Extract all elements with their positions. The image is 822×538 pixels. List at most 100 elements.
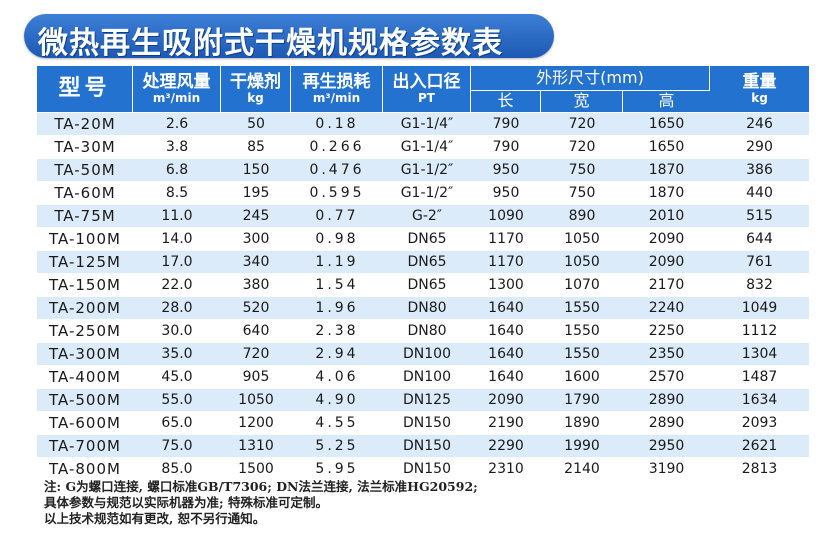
cell-regen: 5.25 xyxy=(291,435,383,458)
cell-length: 790 xyxy=(471,136,541,159)
table-row: TA-30M 3.8 85 0.266 G1-1/4″ 790 720 1650 290 xyxy=(37,136,810,159)
header-width: 宽 xyxy=(541,91,623,113)
cell-port: G1-1/4″ xyxy=(383,113,471,136)
cell-model: TA-100M xyxy=(37,228,133,251)
cell-length: 950 xyxy=(471,159,541,182)
table-row: TA-60M 8.5 195 0.595 G1-1/2″ 950 750 1870 440 xyxy=(37,182,810,205)
cell-weight: 290 xyxy=(710,136,810,159)
cell-flow: 30.0 xyxy=(133,320,221,343)
cell-desiccant: 1200 xyxy=(221,412,291,435)
cell-flow: 22.0 xyxy=(133,274,221,297)
cell-height: 2570 xyxy=(623,366,711,389)
cell-height: 2240 xyxy=(623,297,711,320)
cell-port: DN150 xyxy=(383,458,471,481)
cell-weight: 386 xyxy=(710,159,810,182)
cell-height: 2890 xyxy=(623,389,711,412)
cell-desiccant: 245 xyxy=(221,205,291,228)
cell-model: TA-50M xyxy=(37,159,133,182)
cell-regen: 0.98 xyxy=(291,228,383,251)
cell-flow: 17.0 xyxy=(133,251,221,274)
header-port: 出入口径 PT xyxy=(383,66,471,113)
cell-length: 1170 xyxy=(471,251,541,274)
cell-width: 1550 xyxy=(541,343,623,366)
cell-flow: 3.8 xyxy=(133,136,221,159)
cell-regen: 0.18 xyxy=(291,113,383,136)
cell-weight: 1304 xyxy=(710,343,810,366)
cell-flow: 65.0 xyxy=(133,412,221,435)
cell-desiccant: 50 xyxy=(221,113,291,136)
cell-desiccant: 300 xyxy=(221,228,291,251)
cell-height: 1870 xyxy=(623,159,711,182)
note-line: 注: G为螺口连接, 螺口标准GB/T7306; DN法兰连接, 法兰标准HG2… xyxy=(44,479,478,494)
cell-model: TA-400M xyxy=(37,366,133,389)
table-body: TA-20M 2.6 50 0.18 G1-1/4″ 790 720 1650 246 TA-30… xyxy=(37,113,810,481)
cell-weight: 2813 xyxy=(710,458,810,481)
header-model: 型号 xyxy=(37,66,133,113)
cell-model: TA-20M xyxy=(37,113,133,136)
header-weight: 重量 kg xyxy=(710,66,810,113)
cell-port: DN100 xyxy=(383,366,471,389)
cell-weight: 2093 xyxy=(710,412,810,435)
cell-flow: 6.8 xyxy=(133,159,221,182)
cell-regen: 4.90 xyxy=(291,389,383,412)
cell-desiccant: 85 xyxy=(221,136,291,159)
cell-port: DN65 xyxy=(383,251,471,274)
cell-width: 750 xyxy=(541,159,623,182)
table-row: TA-20M 2.6 50 0.18 G1-1/4″ 790 720 1650 246 xyxy=(37,113,810,136)
cell-height: 2350 xyxy=(623,343,711,366)
header-length: 长 xyxy=(471,91,541,113)
cell-flow: 11.0 xyxy=(133,205,221,228)
cell-port: G1-1/2″ xyxy=(383,159,471,182)
cell-length: 1300 xyxy=(471,274,541,297)
cell-regen: 5.95 xyxy=(291,458,383,481)
cell-port: DN125 xyxy=(383,389,471,412)
cell-port: DN150 xyxy=(383,435,471,458)
cell-port: G1-1/2″ xyxy=(383,182,471,205)
table-row: TA-100M 14.0 300 0.98 DN65 1170 1050 2090 644 xyxy=(37,228,810,251)
cell-width: 750 xyxy=(541,182,623,205)
cell-length: 1640 xyxy=(471,297,541,320)
header-weight-label: 重量 xyxy=(742,71,777,92)
header-weight-unit: kg xyxy=(751,90,768,105)
cell-weight: 1487 xyxy=(710,366,810,389)
cell-model: TA-125M xyxy=(37,251,133,274)
cell-width: 720 xyxy=(541,113,623,136)
cell-desiccant: 640 xyxy=(221,320,291,343)
cell-regen: 0.595 xyxy=(291,182,383,205)
note-line: 具体参数与规范以实际机器为准; 特殊标准可定制。 xyxy=(44,495,328,510)
header-regen-label: 再生损耗 xyxy=(302,71,371,92)
cell-weight: 515 xyxy=(710,205,810,228)
cell-weight: 440 xyxy=(710,182,810,205)
cell-regen: 1.54 xyxy=(291,274,383,297)
cell-port: DN65 xyxy=(383,274,471,297)
cell-port: DN150 xyxy=(383,412,471,435)
cell-regen: 2.38 xyxy=(291,320,383,343)
cell-flow: 14.0 xyxy=(133,228,221,251)
cell-model: TA-800M xyxy=(37,458,133,481)
header-port-label: 出入口径 xyxy=(392,71,461,92)
cell-port: DN65 xyxy=(383,228,471,251)
cell-regen: 2.94 xyxy=(291,343,383,366)
table-row: TA-200M 28.0 520 1.96 DN80 1640 1550 2240 1049 xyxy=(37,297,810,320)
cell-regen: 0.266 xyxy=(291,136,383,159)
cell-flow: 85.0 xyxy=(133,458,221,481)
header-desiccant: 干燥剂 kg xyxy=(221,66,291,113)
cell-weight: 761 xyxy=(710,251,810,274)
cell-weight: 246 xyxy=(710,113,810,136)
cell-flow: 55.0 xyxy=(133,389,221,412)
cell-length: 1640 xyxy=(471,366,541,389)
cell-regen: 1.96 xyxy=(291,297,383,320)
table-row: TA-800M 85.0 1500 5.95 DN150 2310 2140 3190 2813 xyxy=(37,458,810,481)
cell-weight: 832 xyxy=(710,274,810,297)
cell-width: 1050 xyxy=(541,228,623,251)
cell-width: 1890 xyxy=(541,412,623,435)
table-row: TA-50M 6.8 150 0.476 G1-1/2″ 950 750 1870 386 xyxy=(37,159,810,182)
cell-height: 2890 xyxy=(623,412,711,435)
cell-height: 3190 xyxy=(623,458,711,481)
cell-desiccant: 1310 xyxy=(221,435,291,458)
header-regen-unit: m³/min xyxy=(312,90,361,105)
table-row: TA-700M 75.0 1310 5.25 DN150 2290 1990 2950 2621 xyxy=(37,435,810,458)
header-port-unit: PT xyxy=(418,90,435,105)
cell-weight: 2621 xyxy=(710,435,810,458)
cell-port: DN100 xyxy=(383,343,471,366)
